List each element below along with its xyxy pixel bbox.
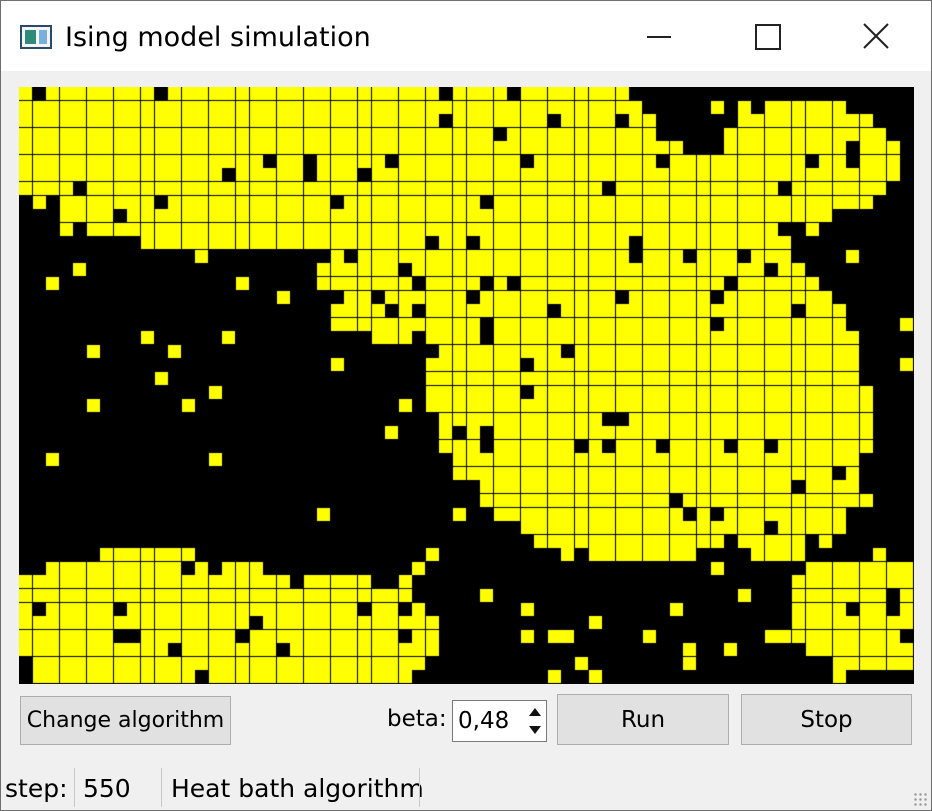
beta-spinbox[interactable]: 0,48 [452, 700, 547, 742]
ising-lattice [19, 87, 914, 684]
window-title: Ising model simulation [65, 22, 371, 53]
algorithm-name: Heat bath algorithm [171, 774, 424, 803]
spin-grid-canvas [19, 87, 914, 684]
step-value: 550 [83, 774, 131, 803]
status-separator [419, 768, 420, 807]
close-icon [863, 23, 889, 49]
stop-button[interactable]: Stop [741, 694, 912, 745]
step-label: step: [5, 774, 68, 803]
spin-down-arrow-icon[interactable] [526, 722, 544, 739]
close-button[interactable] [823, 1, 931, 71]
title-bar[interactable]: Ising model simulation [1, 1, 931, 71]
spin-up-arrow-icon[interactable] [526, 703, 544, 720]
status-separator [161, 768, 162, 807]
beta-label: beta: [387, 706, 447, 732]
run-button[interactable]: Run [557, 694, 729, 745]
resize-grip-icon[interactable] [913, 792, 927, 806]
minimize-button[interactable] [603, 1, 713, 71]
change-algorithm-button[interactable]: Change algorithm [20, 696, 231, 745]
status-separator [74, 768, 75, 807]
beta-value[interactable]: 0,48 [458, 708, 510, 734]
maximize-button[interactable] [713, 1, 823, 71]
app-icon [20, 25, 52, 49]
status-bar: step: 550 Heat bath algorithm [1, 765, 931, 810]
